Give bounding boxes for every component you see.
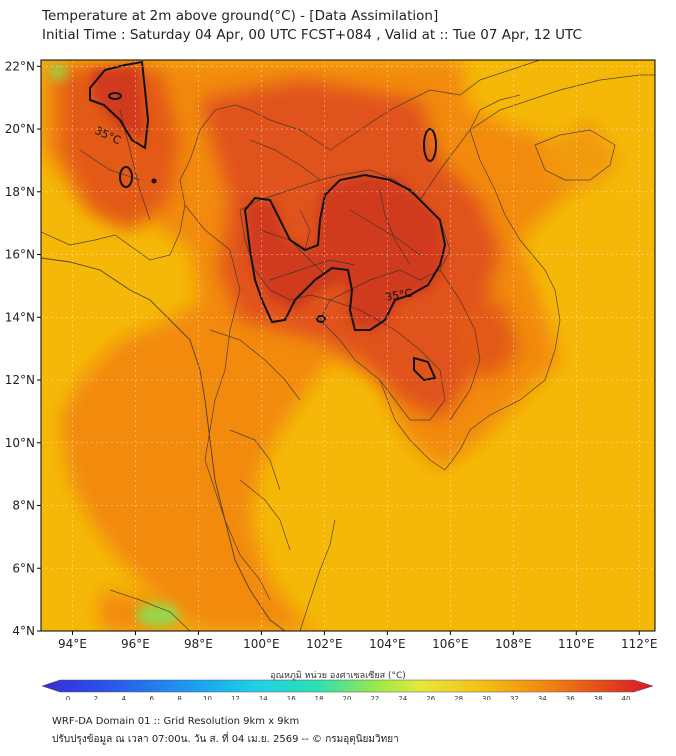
lon-tick-label: 104°E — [369, 637, 406, 651]
temperature-map: 35°C 35°C 94°E 96°E 98°E 100°E 102°E 104°E 106… — [5, 59, 658, 700]
colorbar-tick-label: 14 — [259, 695, 268, 700]
lat-tick-label: 20°N — [5, 122, 35, 136]
lon-tick-label: 100°E — [243, 637, 280, 651]
colorbar-tick-label: 38 — [594, 695, 603, 700]
colorbar-tick-label: 0 — [66, 695, 70, 700]
colorbar-ticks: 0 2 4 6 8 10 12 14 16 18 20 22 24 26 28 30 32 34 36 38 40 — [66, 695, 631, 700]
colorbar-tick-label: 6 — [149, 695, 154, 700]
colorbar-tick-label: 24 — [398, 695, 407, 700]
lat-tick-label: 18°N — [5, 185, 35, 199]
colorbar-tick-label: 30 — [482, 695, 491, 700]
colorbar-bar — [41, 679, 654, 693]
lat-tick-label: 12°N — [5, 373, 35, 387]
lon-tick-label: 106°E — [432, 637, 469, 651]
colorbar-tick-label: 16 — [287, 695, 296, 700]
colorbar-tick-label: 26 — [426, 695, 435, 700]
colorbar-tick-label: 28 — [454, 695, 463, 700]
contour-label-east: 35°C — [384, 286, 413, 304]
lon-tick-label: 94°E — [58, 637, 87, 651]
footer-update-info: ปรับปรุงข้อมูล ณ เวลา 07:00น. วัน ส. ที่… — [52, 734, 399, 745]
lat-tick-label: 4°N — [12, 624, 35, 638]
lon-tick-label: 96°E — [121, 637, 150, 651]
hottest-region — [90, 65, 445, 330]
colorbar-tick-label: 20 — [343, 695, 352, 700]
lat-tick-label: 16°N — [5, 248, 35, 262]
colorbar-tick-label: 34 — [538, 695, 547, 700]
lon-tick-label: 110°E — [558, 637, 595, 651]
colorbar-tick-label: 2 — [94, 695, 98, 700]
lon-tick-label: 112°E — [621, 637, 658, 651]
lat-tick-label: 8°N — [12, 499, 35, 513]
lon-tick-label: 102°E — [306, 637, 343, 651]
colorbar: 0 2 4 6 8 10 12 14 16 18 20 22 24 26 28 30 32 34 36 38 40 — [41, 679, 654, 700]
colorbar-title: อุณหภูมิ หน่วย องศาเซลเซียส (°C) — [270, 671, 406, 681]
lon-tick-label: 98°E — [184, 637, 213, 651]
colorbar-tick-label: 4 — [122, 695, 127, 700]
country-borders — [41, 60, 655, 631]
colorbar-tick-label: 32 — [510, 695, 519, 700]
map-frame — [40, 59, 656, 632]
colorbar-tick-label: 10 — [203, 695, 212, 700]
chart-title-line1: Temperature at 2m above ground(°C) - [Da… — [42, 8, 439, 24]
lat-tick-label: 6°N — [12, 561, 35, 575]
cool-region — [48, 63, 180, 627]
lon-tick-label: 108°E — [495, 637, 532, 651]
latitude-axis: 22°N 20°N 18°N 16°N 14°N 12°N 10°N 8°N 6°N 4°N — [5, 59, 41, 638]
contour-35c — [89, 60, 447, 382]
colorbar-tick-label: 18 — [315, 695, 324, 700]
colorbar-tick-label: 22 — [370, 695, 379, 700]
colorbar-tick-label: 8 — [177, 695, 181, 700]
lat-tick-label: 22°N — [5, 59, 35, 73]
longitude-axis: 94°E 96°E 98°E 100°E 102°E 104°E 106°E 108°E 110… — [58, 631, 658, 651]
lat-tick-label: 10°N — [5, 436, 35, 450]
footer-model-info: WRF-DA Domain 01 :: Grid Resolution 9km … — [52, 716, 300, 727]
chart-title-line2: Initial Time : Saturday 04 Apr, 00 UTC F… — [42, 27, 582, 43]
colorbar-tick-label: 36 — [566, 695, 575, 700]
temperature-field — [41, 60, 655, 631]
colorbar-tick-label: 12 — [231, 695, 240, 700]
lat-tick-label: 14°N — [5, 310, 35, 324]
colorbar-tick-label: 40 — [622, 695, 631, 700]
